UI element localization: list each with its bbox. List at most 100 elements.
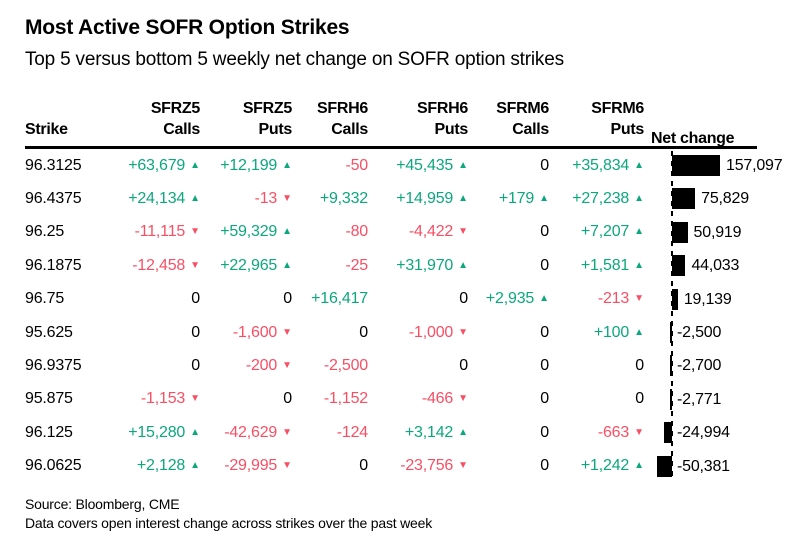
value-cell: -213 ▼ — [549, 290, 644, 308]
value-cell: 0 — [97, 290, 200, 308]
value-cell: 0 — [549, 390, 644, 408]
value-text: 0 — [540, 223, 549, 241]
table-row: 96.9375 0 -200 ▼ -2,500 0 0 0 -2,700 — [25, 349, 803, 382]
net-change-label: -2,500 — [677, 323, 722, 341]
table-row: 96.1875 -12,458 ▼ +22,965 ▲ -25 +31,970 ▲ 0 +1,58… — [25, 249, 803, 282]
column-header-bottom: Strike — [25, 121, 68, 138]
value-cell: -466 ▼ — [368, 390, 468, 408]
value-text: 0 — [283, 290, 292, 308]
header-rule — [25, 146, 757, 149]
value-text: +2,935 — [485, 290, 535, 308]
value-cell: -2,500 — [292, 357, 368, 375]
strike-cell: 96.9375 — [25, 357, 97, 375]
value-text: +35,834 — [572, 156, 630, 174]
column-header-top: SFRZ5 — [242, 100, 292, 117]
value-cell: +7,207 ▲ — [549, 223, 644, 241]
down-arrow-icon: ▼ — [190, 226, 200, 238]
value-text: 0 — [540, 423, 549, 441]
value-text: 0 — [635, 390, 644, 408]
column-header-sfrm6-puts: SFRM6 Puts — [549, 98, 644, 140]
value-cell: +16,417 — [292, 290, 368, 308]
value-cell: +35,834 ▲ — [549, 157, 644, 175]
column-header-bottom: Puts — [258, 121, 293, 138]
down-arrow-icon: ▼ — [282, 326, 292, 338]
value-cell: -1,600 ▼ — [200, 324, 292, 342]
up-arrow-icon: ▲ — [634, 326, 644, 338]
value-text: -200 — [245, 357, 278, 375]
column-header-bottom: Net change — [651, 129, 735, 147]
net-change-cell: 75,829 — [644, 182, 803, 215]
value-text: +12,199 — [220, 156, 278, 174]
table-row: 96.75 0 0 +16,417 0 +2,935 ▲ -213 ▼ 19,139 — [25, 283, 803, 316]
value-text: 0 — [459, 290, 468, 308]
value-text: +31,970 — [396, 256, 454, 274]
value-text: -50 — [345, 156, 368, 174]
strike-cell: 96.75 — [25, 290, 97, 308]
value-cell: +14,959 ▲ — [368, 190, 468, 208]
value-text: +1,581 — [580, 256, 630, 274]
value-cell: +22,965 ▲ — [200, 257, 292, 275]
up-arrow-icon: ▲ — [458, 259, 468, 271]
value-text: +22,965 — [220, 256, 278, 274]
value-text: -124 — [336, 423, 368, 441]
value-text: +27,238 — [572, 190, 630, 208]
value-cell: +2,128 ▲ — [97, 457, 200, 475]
table-row: 96.4375 +24,134 ▲ -13 ▼ +9,332 +14,959 ▲ +179 ▲ +2… — [25, 182, 803, 215]
strike-value: 96.4375 — [25, 190, 82, 208]
value-text: -2,500 — [323, 357, 368, 375]
value-cell: +3,142 ▲ — [368, 424, 468, 442]
value-cell: +2,935 ▲ — [468, 290, 549, 308]
column-header-net-change: Net change — [644, 107, 803, 147]
value-text: 0 — [540, 357, 549, 375]
value-text: 0 — [540, 457, 549, 475]
value-cell: +9,332 — [292, 190, 368, 208]
value-cell: -13 ▼ — [200, 190, 292, 208]
net-change-label: -50,381 — [677, 457, 730, 475]
column-header-bottom: Calls — [331, 121, 368, 138]
table-row: 95.875 -1,153 ▼ 0 -1,152 -466 ▼ 0 0 -2,771 — [25, 383, 803, 416]
column-header-top — [25, 98, 97, 119]
down-arrow-icon: ▼ — [634, 293, 644, 305]
column-header-bottom: Calls — [163, 121, 200, 138]
up-arrow-icon: ▲ — [458, 159, 468, 171]
value-text: 0 — [540, 323, 549, 341]
value-text: -1,152 — [323, 390, 368, 408]
up-arrow-icon: ▲ — [190, 426, 200, 438]
net-change-cell: -24,994 — [644, 416, 803, 449]
value-text: +45,435 — [396, 156, 454, 174]
value-cell: -1,000 ▼ — [368, 324, 468, 342]
value-cell: -1,153 ▼ — [97, 390, 200, 408]
up-arrow-icon: ▲ — [539, 293, 549, 305]
value-text: -23,756 — [400, 457, 454, 475]
net-change-bar — [670, 321, 672, 343]
up-arrow-icon: ▲ — [539, 193, 549, 205]
value-text: -42,629 — [224, 423, 278, 441]
up-arrow-icon: ▲ — [634, 226, 644, 238]
strike-value: 95.875 — [25, 390, 73, 408]
value-text: 0 — [191, 290, 200, 308]
value-text: -13 — [254, 190, 278, 208]
strike-cell: 96.25 — [25, 223, 97, 241]
up-arrow-icon: ▲ — [190, 193, 200, 205]
value-cell: -1,152 — [292, 390, 368, 408]
value-text: -1,600 — [232, 323, 278, 341]
down-arrow-icon: ▼ — [190, 259, 200, 271]
value-text: 0 — [283, 390, 292, 408]
value-cell: 0 — [468, 390, 549, 408]
baseline-dashed-line — [671, 151, 673, 481]
value-cell: +15,280 ▲ — [97, 424, 200, 442]
net-change-bar — [656, 455, 672, 477]
net-change-label: 44,033 — [691, 257, 740, 275]
value-cell: +1,242 ▲ — [549, 457, 644, 475]
net-change-label: 19,139 — [683, 290, 732, 308]
value-text: +179 — [498, 190, 535, 208]
value-text: -663 — [597, 423, 630, 441]
value-text: +63,679 — [128, 156, 186, 174]
value-cell: -663 ▼ — [549, 424, 644, 442]
value-text: 0 — [540, 156, 549, 174]
value-cell: +45,435 ▲ — [368, 157, 468, 175]
net-change-cell: 157,097 — [644, 149, 803, 182]
down-arrow-icon: ▼ — [458, 393, 468, 405]
net-change-cell: -50,381 — [644, 450, 803, 483]
